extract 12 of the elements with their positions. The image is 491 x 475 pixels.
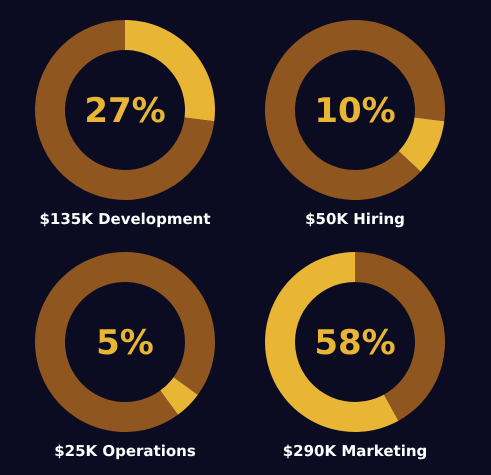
donut-slice xyxy=(35,20,214,200)
text: 5% xyxy=(96,323,154,363)
text: 58% xyxy=(314,323,396,363)
donut-slice xyxy=(160,377,198,415)
text: $25K Operations xyxy=(54,442,196,460)
donut-slice xyxy=(398,118,444,172)
donut-slice xyxy=(265,252,398,432)
text: $50K Hiring xyxy=(305,210,405,228)
text: 10% xyxy=(314,91,396,131)
text: $135K Development xyxy=(39,210,211,228)
text: 27% xyxy=(84,91,166,131)
text: $290K Marketing xyxy=(282,442,428,460)
